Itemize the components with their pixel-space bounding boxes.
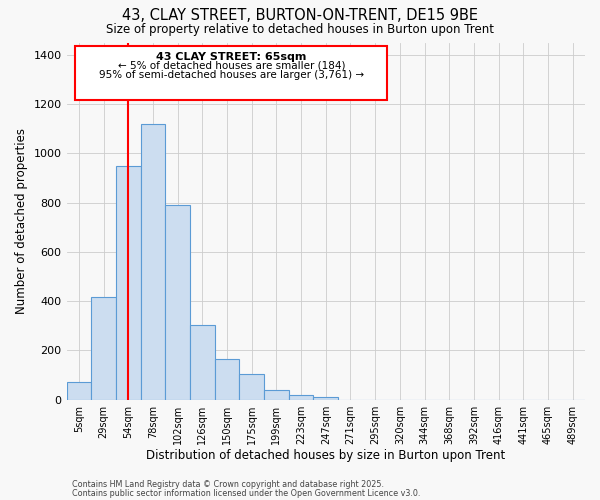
- Bar: [190, 324, 215, 400]
- Text: 95% of semi-detached houses are larger (3,761) →: 95% of semi-detached houses are larger (…: [99, 70, 364, 80]
- Bar: [116, 166, 140, 400]
- Bar: [140, 124, 165, 400]
- Bar: [313, 397, 338, 400]
- Bar: [91, 298, 116, 400]
- Bar: [289, 395, 313, 400]
- Bar: [165, 205, 190, 400]
- Bar: [239, 374, 264, 400]
- Text: 43, CLAY STREET, BURTON-ON-TRENT, DE15 9BE: 43, CLAY STREET, BURTON-ON-TRENT, DE15 9…: [122, 8, 478, 22]
- Bar: [264, 390, 289, 400]
- Text: Size of property relative to detached houses in Burton upon Trent: Size of property relative to detached ho…: [106, 22, 494, 36]
- Y-axis label: Number of detached properties: Number of detached properties: [15, 128, 28, 314]
- Bar: [215, 359, 239, 400]
- X-axis label: Distribution of detached houses by size in Burton upon Trent: Distribution of detached houses by size …: [146, 450, 505, 462]
- Text: ← 5% of detached houses are smaller (184): ← 5% of detached houses are smaller (184…: [118, 61, 345, 71]
- Text: Contains HM Land Registry data © Crown copyright and database right 2025.: Contains HM Land Registry data © Crown c…: [72, 480, 384, 489]
- Text: 43 CLAY STREET: 65sqm: 43 CLAY STREET: 65sqm: [156, 52, 307, 62]
- Bar: [75, 46, 388, 100]
- Bar: [67, 382, 91, 400]
- Text: Contains public sector information licensed under the Open Government Licence v3: Contains public sector information licen…: [72, 489, 421, 498]
